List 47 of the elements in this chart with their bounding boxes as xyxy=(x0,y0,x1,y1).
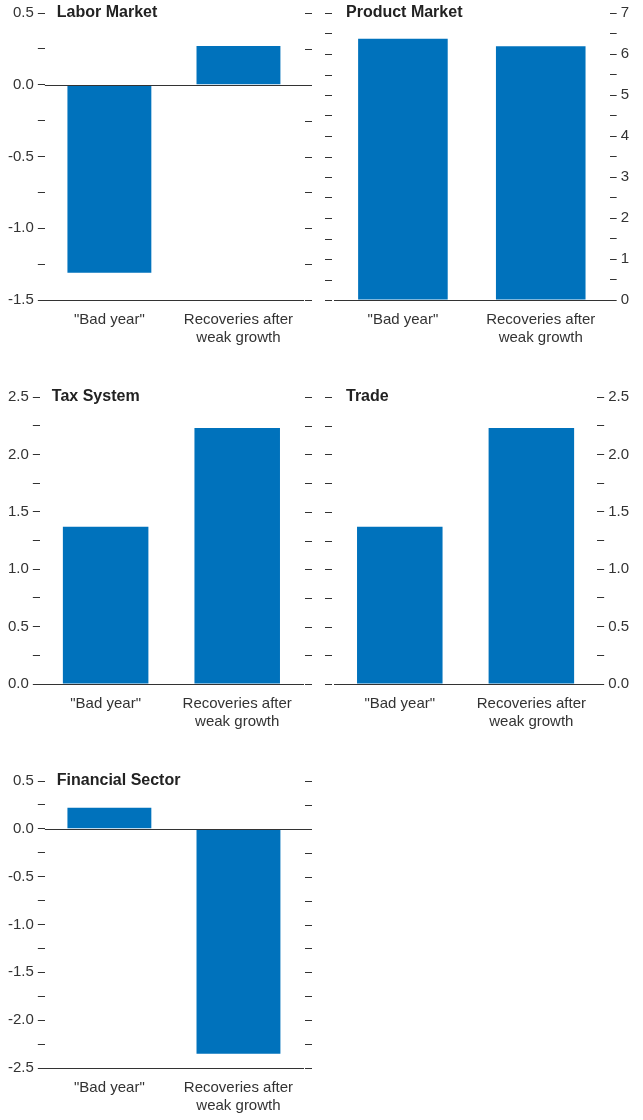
y-tick-label: 0.0 xyxy=(7,674,29,692)
y2-tick-label: 3 xyxy=(620,167,629,185)
x-tick-label: Recoveries after weak growth xyxy=(183,1078,294,1114)
y2-tick-label: 2.0 xyxy=(608,444,630,462)
x-tick-label: "Bad year" xyxy=(74,310,145,328)
y2-tick-label: 1.5 xyxy=(608,501,630,519)
y-tick-label: -1.0 xyxy=(7,218,34,236)
chart-title: Tax System xyxy=(51,387,140,405)
y-tick-label: 1.0 xyxy=(7,559,29,577)
y2-tick-label: 5 xyxy=(620,85,629,103)
y-tick-label: 0.0 xyxy=(12,74,34,92)
y2-tick-label: 0.5 xyxy=(608,616,630,634)
y-tick-label: 1.5 xyxy=(7,501,29,519)
chart-title: Labor Market xyxy=(56,3,158,21)
y-tick-label: -0.5 xyxy=(7,146,34,164)
x-tick-label: Recoveries after weak growth xyxy=(183,310,294,346)
y-tick-label: 0.5 xyxy=(7,616,29,634)
y-tick-label: -2.0 xyxy=(7,1010,34,1028)
y2-tick-label: 0.0 xyxy=(608,674,630,692)
y-tick-label: -2.5 xyxy=(7,1058,34,1076)
y-tick-label: -0.5 xyxy=(7,866,34,884)
y-tick-label: -1.0 xyxy=(7,914,34,932)
y2-tick-label: 4 xyxy=(620,126,629,144)
y-tick-label: -1.5 xyxy=(7,962,34,980)
y2-tick-label: 7 xyxy=(620,3,629,21)
y2-tick-label: 2 xyxy=(620,208,629,226)
y-tick-label: 2.5 xyxy=(7,387,29,405)
y-tick-label: 2.0 xyxy=(7,444,29,462)
y-tick-label: 0.0 xyxy=(12,818,34,836)
x-tick-label: "Bad year" xyxy=(70,694,141,712)
y-tick-label: 0.5 xyxy=(12,771,34,789)
y2-tick-label: 1 xyxy=(620,249,629,267)
chart-title: Financial Sector xyxy=(56,771,181,789)
y2-tick-label: 6 xyxy=(620,44,629,62)
y2-tick-label: 1.0 xyxy=(608,559,630,577)
x-tick-label: Recoveries after weak growth xyxy=(182,694,292,730)
y-tick-label: 0.5 xyxy=(12,3,34,21)
y-tick-label: -1.5 xyxy=(7,290,34,308)
x-tick-label: "Bad year" xyxy=(367,310,439,328)
y2-tick-label: 0 xyxy=(620,290,629,308)
x-tick-label: "Bad year" xyxy=(74,1078,145,1096)
x-tick-label: "Bad year" xyxy=(364,694,436,712)
y2-tick-label: 2.5 xyxy=(608,387,630,405)
chart-title: Trade xyxy=(346,387,389,405)
x-tick-label: Recoveries after weak growth xyxy=(486,310,596,346)
x-tick-label: Recoveries after weak growth xyxy=(476,694,586,730)
chart-title: Product Market xyxy=(346,3,464,21)
